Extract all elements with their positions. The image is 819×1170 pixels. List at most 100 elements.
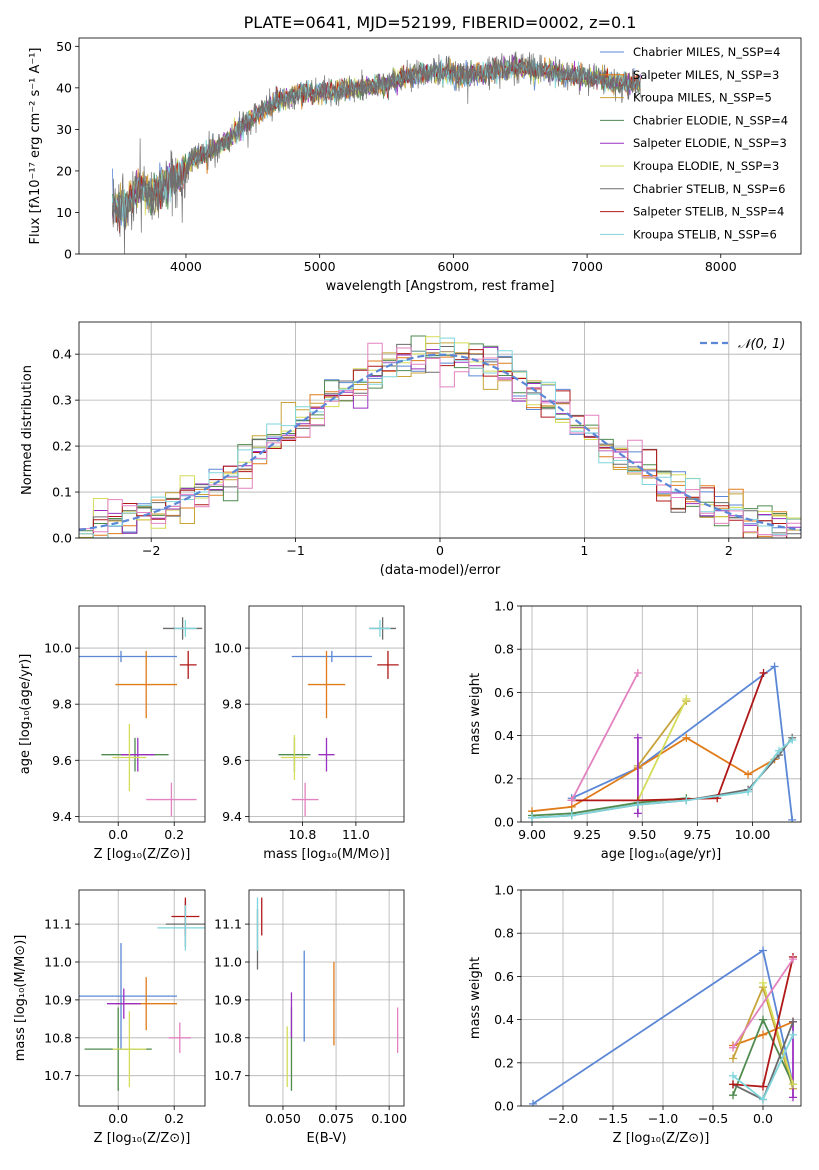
y-tick-label: 50 (56, 39, 72, 54)
x-tick-label: 0.2 (164, 827, 184, 842)
y-axis-label: mass weight (468, 957, 483, 1039)
axis-frame: 0.0 0.2 10.7 10.8 10.9 11.0 11.1 Z [log₁₀(Z/Z⊙)… (13, 889, 206, 1146)
x-tick-label: 1 (580, 543, 588, 558)
weight-marker (789, 955, 797, 964)
x-tick-label: 10.00 (735, 827, 771, 842)
weight-marker (774, 746, 783, 755)
plot-area (256, 897, 399, 1091)
weight-marker (633, 809, 642, 818)
y-tick-label: 0.1 (52, 485, 72, 500)
x-tick-label: 6000 (437, 259, 469, 274)
weight-line (570, 672, 639, 801)
y-tick-label: 0.0 (52, 531, 72, 546)
x-axis-label: (data-model)/error (380, 563, 501, 578)
axis-frame: −2 −1 0 1 2 0.0 0.1 0.2 0.3 0.4 (data-model)/error… (20, 321, 802, 578)
y-tick-label: 0.4 (52, 347, 72, 362)
y-tick-label: 0.2 (494, 1055, 514, 1070)
x-tick-label: 11.0 (342, 827, 370, 842)
y-tick-label: 0 (64, 247, 72, 262)
x-tick-label: 0.050 (265, 1111, 301, 1126)
panel-residuals: −2 −1 0 1 2 0.0 0.1 0.2 0.3 0.4 (data-model)/error… (20, 321, 802, 578)
legend-label: Chabrier ELODIE, N_SSP=4 (633, 113, 788, 127)
axes-border (78, 605, 206, 823)
weight-line (637, 700, 688, 767)
panel-mass_vs_ebv: 0.050 0.075 0.100 10.7 10.8 10.9 11.0 11.1 E(B-V… (214, 889, 407, 1146)
weight-line (637, 698, 688, 801)
weight-marker (770, 662, 779, 671)
x-axis-label: mass [log₁₀(M/M⊙)] (263, 847, 390, 862)
y-tick-label: 0.2 (494, 771, 514, 786)
x-tick-label: 0.075 (318, 1111, 354, 1126)
panel-spectrum: 4000 5000 6000 7000 8000 0 10 20 30 40 50 wavelengt… (28, 37, 802, 294)
y-axis-label: Flux [fλ10⁻¹⁷ erg cm⁻² s⁻¹ A⁻¹] (28, 48, 43, 245)
y-tick-label: 0.8 (494, 642, 514, 657)
y-axis-label: mass [log₁₀(M/M⊙)] (13, 935, 28, 1062)
x-tick-label: 0 (436, 543, 444, 558)
x-axis-label: Z [log₁₀(Z/Z⊙)] (613, 1131, 710, 1146)
weight-marker (682, 796, 691, 805)
axis-frame: −2.0 −1.5 −1.0 −0.5 0.0 0.0 0.2 0.4 0.6 0.8 1.0 Z [… (468, 883, 802, 1146)
panel-mass_vs_Z: 0.0 0.2 10.7 10.8 10.9 11.0 11.1 Z [log₁₀(Z/Z⊙)… (13, 889, 206, 1146)
y-tick-label: 0.6 (494, 969, 514, 984)
x-tick-label: −1 (286, 543, 304, 558)
y-tick-label: 0.2 (52, 439, 72, 454)
y-tick-label: 1.0 (494, 883, 514, 898)
x-tick-label: 9.50 (628, 827, 656, 842)
weight-marker (744, 770, 753, 779)
plot-area (111, 51, 641, 254)
weight-marker (528, 813, 537, 822)
y-tick-label: 0.4 (494, 1012, 514, 1027)
x-tick-label: −0.5 (698, 1111, 728, 1126)
x-tick-label: 8000 (705, 259, 737, 274)
weight-marker (759, 946, 767, 955)
legend: 𝒩(0, 1) (700, 337, 785, 352)
y-tick-label: 9.6 (222, 753, 242, 768)
y-tick-label: 11.1 (44, 917, 72, 932)
panel-massweight_vs_age: 9.00 9.25 9.50 9.75 10.00 0.0 0.2 0.4 0.6 0.8 1.0 a… (468, 599, 802, 862)
x-tick-label: 0.0 (108, 1111, 128, 1126)
weight-marker (682, 733, 691, 742)
legend-label: Salpeter STELIB, N_SSP=4 (633, 205, 784, 219)
y-tick-label: 11.0 (214, 955, 242, 970)
axes-border (78, 889, 206, 1107)
weight-marker (633, 733, 642, 742)
plot-area (79, 335, 801, 538)
y-tick-label: 10.9 (44, 992, 72, 1007)
y-tick-label: 9.8 (222, 697, 242, 712)
x-tick-label: −1.5 (598, 1111, 628, 1126)
weight-marker (729, 1091, 737, 1100)
x-tick-label: −2.0 (548, 1111, 578, 1126)
axis-frame: 0.0 0.2 9.4 9.6 9.8 10.0 Z [log₁₀(Z/Z⊙)] age [l… (18, 605, 206, 862)
y-tick-label: 0.0 (494, 815, 514, 830)
x-tick-label: 9.00 (518, 827, 546, 842)
x-tick-label: −1.0 (648, 1111, 678, 1126)
x-tick-label: 9.75 (683, 827, 711, 842)
legend-label: Kroupa ELODIE, N_SSP=3 (633, 159, 779, 173)
weight-marker (788, 815, 797, 822)
y-axis-label: age [log₁₀(age/yr)] (18, 654, 33, 775)
y-tick-label: 10 (56, 205, 72, 220)
weight-marker (789, 1030, 797, 1039)
legend-label: Salpeter MILES, N_SSP=3 (633, 68, 779, 82)
weight-marker (788, 735, 797, 744)
x-axis-label: E(B-V) (306, 1131, 346, 1146)
weight-marker (682, 694, 691, 703)
weight-marker (759, 1082, 767, 1091)
y-tick-label: 9.4 (222, 809, 242, 824)
panel-age_vs_mass: 10.8 11.0 9.4 9.6 9.8 10.0 mass [log₁₀(M/M⊙)] (214, 605, 405, 862)
x-axis-label: Z [log₁₀(Z/Z⊙)] (94, 847, 191, 862)
x-axis-label: Z [log₁₀(Z/Z⊙)] (94, 1131, 191, 1146)
weight-line (732, 958, 794, 1049)
y-tick-label: 0.3 (52, 393, 72, 408)
axes-border (248, 605, 405, 823)
weight-marker (759, 1030, 767, 1039)
axis-frame: 9.00 9.25 9.50 9.75 10.00 0.0 0.2 0.4 0.6 0.8 1.0 a… (468, 599, 802, 862)
x-tick-label: 5000 (304, 259, 336, 274)
weight-marker (759, 1015, 767, 1024)
y-tick-label: 20 (56, 163, 72, 178)
plot-area (79, 617, 203, 817)
axis-frame: 0.050 0.075 0.100 10.7 10.8 10.9 11.0 11.1 E(B-V… (214, 889, 407, 1146)
legend-label: Chabrier MILES, N_SSP=4 (633, 45, 780, 59)
panel-age_vs_Z: 0.0 0.2 9.4 9.6 9.8 10.0 Z [log₁₀(Z/Z⊙)] age [l… (18, 605, 206, 862)
x-axis-label: age [log₁₀(age/yr)] (601, 847, 722, 862)
